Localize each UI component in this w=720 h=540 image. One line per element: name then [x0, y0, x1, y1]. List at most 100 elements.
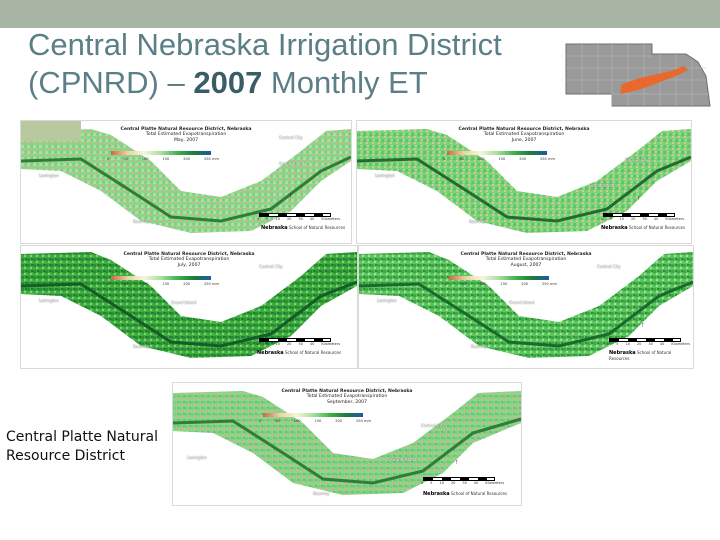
- scale-tick: 10: [619, 217, 624, 221]
- district-caption: Central Platte Natural Resource District: [6, 428, 166, 466]
- logo-text: Nebraska: [257, 350, 284, 356]
- scale-tick: 30: [298, 217, 303, 221]
- et-legend-bar: [447, 151, 547, 155]
- title-suffix: Monthly ET: [262, 65, 428, 100]
- scale-tick: 40: [309, 342, 315, 346]
- scale-unit: Kilometers: [665, 217, 685, 221]
- map-september-2007: Central Platte Natural Resource District…: [172, 382, 522, 506]
- city-label: Grand Island: [589, 183, 615, 188]
- et-raster-june: [357, 129, 691, 233]
- map-title: Central Platte Natural Resource District…: [458, 127, 590, 132]
- et-legend-bar: [449, 276, 549, 280]
- scale-tick: 40: [473, 481, 479, 485]
- logo-subtext: School of Natural Resources: [609, 350, 672, 361]
- legend-tick: 150: [500, 282, 508, 286]
- legend-tick: 200: [335, 419, 343, 423]
- city-label: Central City: [259, 264, 283, 269]
- unl-logo: Nebraska School of Natural Resources: [257, 350, 341, 356]
- top-bar: [0, 0, 720, 28]
- map-title-block: Central Platte Natural Resource District…: [359, 252, 693, 268]
- unl-logo: Nebraska School of Natural Resources: [423, 491, 507, 497]
- city-label: Lexington: [187, 455, 207, 460]
- city-label: Lexington: [377, 298, 397, 303]
- city-label: Central City: [625, 157, 649, 162]
- et-legend-ticks: 0 50 100 150 200 250 mm: [259, 419, 371, 423]
- scale-bar: [603, 213, 675, 217]
- legend-tick: 150: [162, 282, 170, 286]
- legend-tick: 100: [141, 157, 149, 161]
- map-month: June, 2007: [511, 137, 537, 143]
- scale-bar: [609, 338, 681, 342]
- map-august-2007: Central Platte Natural Resource District…: [358, 245, 694, 369]
- legend-tick: 250 mm: [541, 282, 557, 286]
- legend-tick: 250 mm: [203, 282, 219, 286]
- scale-labels: 0 5 10 20 30 40 Kilometers: [607, 342, 690, 346]
- legend-tick: 250 mm: [539, 157, 555, 161]
- city-label: Lexington: [39, 298, 59, 303]
- caption-line-1: Central Platte Natural: [6, 429, 159, 445]
- nebraska-locator-map: [565, 43, 711, 107]
- map-title: Central Platte Natural Resource District…: [460, 252, 592, 257]
- city-label: Central City: [421, 423, 445, 428]
- legend-tick: 100: [141, 282, 149, 286]
- logo-text: Nebraska: [601, 225, 628, 231]
- scale-tick: 0: [601, 217, 604, 221]
- city-label: Lexington: [375, 173, 395, 178]
- map-title-block: Central Platte Natural Resource District…: [21, 252, 357, 268]
- city-label: Grand Island: [391, 457, 417, 462]
- scale-labels: 0 5 10 20 30 40 Kilometers: [601, 217, 684, 221]
- scale-tick: 10: [625, 342, 630, 346]
- scale-tick: 40: [653, 217, 659, 221]
- logo-subtext: School of Natural Resources: [628, 225, 686, 230]
- scale-labels: 0 5 10 20 30 40 Kilometers: [421, 481, 504, 485]
- scale-tick: 10: [275, 217, 280, 221]
- caption-line-2: Resource District: [6, 448, 125, 464]
- map-title: Central Platte Natural Resource District…: [120, 127, 252, 132]
- legend-tick: 150: [314, 419, 322, 423]
- et-legend-ticks: 0 50 100 150 200 250 mm: [443, 157, 555, 161]
- scale-bar: [423, 477, 495, 481]
- north-arrow-icon: ↑: [289, 193, 293, 200]
- title-prefix: (CPNRD) –: [28, 65, 194, 100]
- legend-tick: 0: [259, 419, 262, 423]
- north-arrow-icon: ↑: [455, 459, 459, 466]
- north-arrow-icon: ↑: [289, 318, 293, 325]
- map-july-2007: Central Platte Natural Resource District…: [20, 245, 358, 369]
- scale-bar: [259, 213, 331, 217]
- city-label: Lexington: [39, 173, 59, 178]
- slide-title: Central Nebraska Irrigation District (CP…: [28, 26, 558, 102]
- scale-labels: 0 5 10 20 30 40 Kilometers: [257, 217, 340, 221]
- map-subtitle: Total Estimated Evapotranspiration: [485, 257, 567, 263]
- scale-tick: 20: [286, 217, 292, 221]
- north-arrow-icon: ↑: [637, 195, 641, 202]
- legend-tick: 200: [521, 282, 529, 286]
- map-month: July, 2007: [177, 262, 201, 268]
- map-title-block: Central Platte Natural Resource District…: [357, 127, 691, 143]
- legend-tick: 50: [461, 282, 466, 286]
- legend-tick: 200: [183, 282, 191, 286]
- legend-tick: 50: [123, 282, 128, 286]
- city-label: Grand Island: [509, 300, 535, 305]
- et-raster-august: [359, 252, 693, 358]
- city-label: Kearney: [471, 344, 488, 349]
- logo-subtext: School of Natural Resources: [284, 350, 342, 355]
- map-subtitle: Total Estimated Evapotranspiration: [306, 394, 388, 400]
- city-label: Grand Island: [279, 161, 305, 166]
- scale-tick: 5: [430, 481, 433, 485]
- map-month: May, 2007: [173, 137, 199, 143]
- map-subtitle: Total Estimated Evapotranspiration: [148, 257, 230, 263]
- map-title-block: Central Platte Natural Resource District…: [173, 389, 521, 405]
- legend-tick: 0: [443, 157, 446, 161]
- scale-tick: 20: [450, 481, 456, 485]
- title-year: 2007: [193, 65, 263, 100]
- scale-tick: 5: [616, 342, 619, 346]
- et-raster-september: [173, 391, 521, 495]
- city-label: Kearney: [133, 219, 150, 224]
- unl-logo: Nebraska School of Natural Resources: [261, 225, 345, 231]
- legend-tick: 50: [123, 157, 128, 161]
- city-label: Kearney: [133, 344, 150, 349]
- legend-tick: 250 mm: [203, 157, 219, 161]
- legend-tick: 0: [107, 157, 110, 161]
- scale-tick: 5: [266, 217, 269, 221]
- city-label: Kearney: [313, 491, 330, 496]
